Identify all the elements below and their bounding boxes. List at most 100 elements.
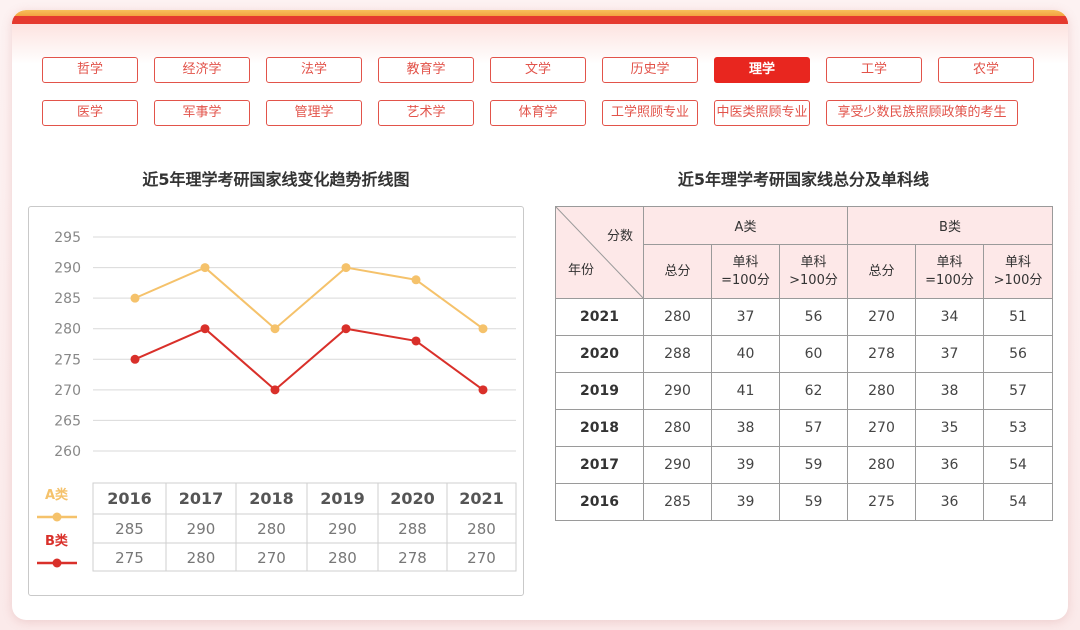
table-cell: 62 [779,372,848,410]
x-tick-label: 2021 [459,489,504,508]
tab-17[interactable]: 享受少数民族照顾政策的考生 [826,100,1018,126]
row-year: 2019 [555,372,644,410]
data-label: 280 [467,520,496,538]
tab-5[interactable]: 文学 [490,57,586,83]
data-label: 270 [257,549,286,567]
data-table-frame [92,482,517,572]
line-chart-svg: 260 265 270 275 280 285 290 295 2016 2017 2018 2019… [37,230,517,572]
table-cell: 56 [779,298,848,336]
chart-title: 近5年理学考研国家线变化趋势折线图 [142,170,410,189]
legend-label-a: A类 [45,487,69,503]
y-tick-label: 295 [54,230,81,246]
series-b-point [341,324,351,334]
table-cell: 40 [711,335,780,373]
table-row: 2019 290 41 62 280 38 57 [555,372,1053,410]
y-tick-label: 275 [54,352,81,368]
series-a-point [200,263,210,273]
card-top-red-bar [12,16,1068,24]
tab-7[interactable]: 理学 [714,57,810,83]
row-year: 2016 [555,483,644,521]
table-cell: 57 [779,409,848,447]
y-tick-label: 270 [54,383,81,399]
series-b-point [200,324,210,334]
table-cell: 36 [915,446,984,484]
legend-label-b: B类 [45,533,69,549]
tab-15[interactable]: 工学照顾专业 [602,100,698,126]
series-a-point [478,324,488,334]
table-cell: 54 [983,483,1053,521]
table-row: 2017 290 39 59 280 36 54 [555,446,1053,484]
table-cell: 280 [643,298,712,336]
table-cell: 280 [847,446,916,484]
series-line-b [134,327,484,392]
corner-bottom-label: 年份 [568,263,595,278]
table-cell: 59 [779,446,848,484]
table-cell: 39 [711,483,780,521]
x-tick-label: 2019 [320,489,365,508]
table-cell: 38 [711,409,780,447]
table-cell: 275 [847,483,916,521]
series-a-point [130,293,140,303]
tab-16[interactable]: 中医类照顾专业 [714,100,810,126]
group-b-header: B类 [847,206,1053,245]
table-cell: 41 [711,372,780,410]
table-cell: 35 [915,409,984,447]
corner-diagonal [556,207,644,299]
table-corner-cell: 分数年份 [555,206,644,299]
data-label: 280 [328,549,357,567]
main-card: 哲学 经济学 法学 教育学 文学 历史学 理学 工学 农学医学 军事学 管理学 艺术学 体育学 工学照顾专… [12,10,1068,620]
row-year: 2018 [555,409,644,447]
x-tick-label: 2018 [249,489,294,508]
x-tick-label: 2016 [107,489,152,508]
table-cell: 280 [643,409,712,447]
tab-11[interactable]: 军事学 [154,100,250,126]
table-cell: 51 [983,298,1053,336]
tab-1[interactable]: 哲学 [42,57,138,83]
legend-marker [52,558,62,568]
table-cell: 57 [983,372,1053,410]
corner-top-label: 分数 [606,229,633,244]
data-label: 278 [398,549,427,567]
y-tick-label: 290 [54,261,81,277]
y-tick-label: 260 [54,444,81,460]
data-label: 280 [187,549,216,567]
table-cell: 288 [643,335,712,373]
table-row: 2021 280 37 56 270 34 51 [555,298,1053,336]
tab-10[interactable]: 医学 [42,100,138,126]
table-cell: 56 [983,335,1053,373]
tab-6[interactable]: 历史学 [602,57,698,83]
y-tick-label: 265 [54,413,81,429]
table-cell: 290 [643,372,712,410]
tab-12[interactable]: 管理学 [266,100,362,126]
tab-3[interactable]: 法学 [266,57,362,83]
table-cell: 37 [915,335,984,373]
table-cell: 278 [847,335,916,373]
table-cell: 290 [643,446,712,484]
table-cell: 280 [847,372,916,410]
data-label: 275 [115,549,144,567]
x-tick-label: 2017 [179,489,224,508]
data-label: 290 [187,520,216,538]
table-cell: 270 [847,298,916,336]
table-cell: 60 [779,335,848,373]
tab-13[interactable]: 艺术学 [378,100,474,126]
group-a-header: A类 [643,206,848,245]
series-a-point [270,324,280,334]
data-label: 280 [257,520,286,538]
tab-4[interactable]: 教育学 [378,57,474,83]
data-label: 270 [467,549,496,567]
tab-9[interactable]: 农学 [938,57,1034,83]
tab-14[interactable]: 体育学 [490,100,586,126]
table-cell: 37 [711,298,780,336]
table-row: 2020 288 40 60 278 37 56 [555,335,1053,373]
tab-2[interactable]: 经济学 [154,57,250,83]
row-year: 2017 [555,446,644,484]
table-cell: 39 [711,446,780,484]
tab-8[interactable]: 工学 [826,57,922,83]
table-cell: 36 [915,483,984,521]
series-a-point [411,275,421,285]
data-label: 290 [328,520,357,538]
series-b-point [411,336,421,346]
legend-marker [52,512,62,522]
series-b-point [130,354,140,364]
